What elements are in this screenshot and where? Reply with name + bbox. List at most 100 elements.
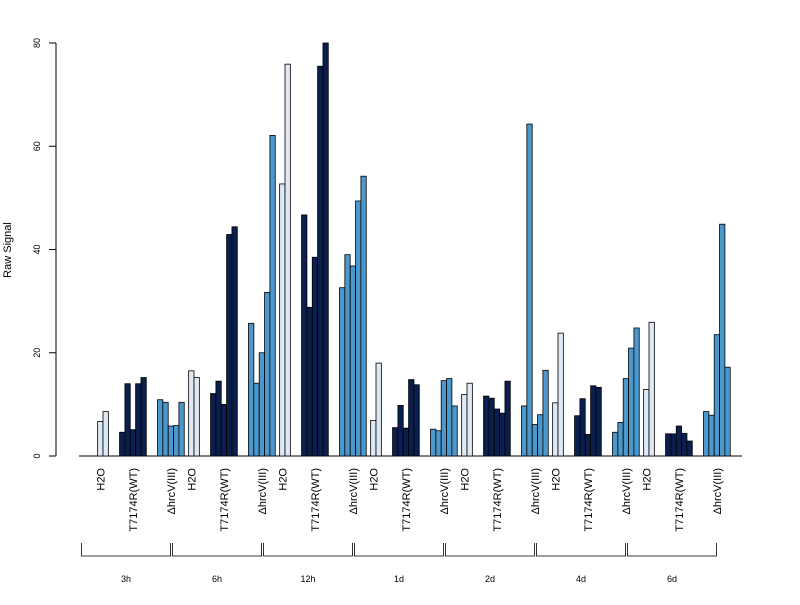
treatment-label: ΔhrcV(III) [348, 468, 360, 514]
treatment-label: T7174R(WT) [583, 468, 595, 532]
bar [253, 382, 260, 457]
bar [648, 321, 655, 457]
bar [430, 428, 437, 457]
x-axis-labels: H2O T7174R(WT) ΔhrcV(III) H2O T7174R(WT) Δhrc… [95, 468, 724, 532]
bar [719, 223, 726, 457]
bar [542, 369, 549, 457]
bar [129, 429, 136, 457]
bar [617, 422, 624, 457]
time-label: 6d [667, 574, 677, 584]
bar [584, 433, 591, 457]
bar [579, 398, 586, 457]
treatment-label: T7174R(WT) [310, 468, 322, 532]
bar [724, 366, 731, 457]
y-tick-label: 20 [32, 348, 42, 358]
y-tick-label: 60 [32, 141, 42, 151]
y-tick-label: 0 [32, 453, 42, 458]
bar [557, 332, 564, 457]
bar [370, 419, 377, 457]
y-tick-label: 40 [32, 244, 42, 254]
treatment-label: ΔhrcV(III) [257, 468, 269, 514]
bar [258, 352, 265, 457]
bar [622, 378, 629, 457]
treatment-label: T7174R(WT) [401, 468, 413, 532]
bar [595, 386, 602, 457]
time-bracket [81, 543, 171, 557]
bar [440, 380, 447, 457]
bar [397, 405, 404, 457]
treatment-label: T7174R(WT) [128, 468, 140, 532]
bar [686, 440, 693, 457]
treatment-label: ΔhrcV(III) [439, 468, 451, 514]
bar [226, 234, 233, 457]
time-bracket [172, 543, 262, 557]
treatment-label: H2O [95, 468, 107, 491]
treatment-label: H2O [459, 468, 471, 491]
bar [670, 433, 677, 457]
bar [708, 414, 715, 457]
y-tick-label: 80 [32, 38, 42, 48]
bar [248, 322, 255, 457]
treatment-label: H2O [186, 468, 198, 491]
bar [231, 226, 238, 457]
bar [317, 65, 324, 457]
bar [178, 401, 185, 457]
bar [408, 379, 415, 457]
bar [375, 362, 382, 457]
bar [461, 394, 468, 457]
treatment-label: H2O [368, 468, 380, 491]
bar [537, 414, 544, 457]
treatment-label: ΔhrcV(III) [712, 468, 724, 514]
bar [322, 42, 329, 457]
bars [79, 42, 742, 457]
bar [215, 380, 222, 457]
bar [135, 383, 142, 457]
y-axis-label: Raw Signal [2, 222, 14, 278]
time-label: 12h [300, 574, 315, 584]
bar [531, 424, 538, 457]
bar [681, 432, 688, 457]
bar [279, 183, 286, 457]
y-axis: 0 20 40 60 80 [32, 38, 57, 459]
treatment-label: ΔhrcV(III) [621, 468, 633, 514]
bar [466, 382, 473, 457]
bar [590, 385, 597, 457]
treatment-label: T7174R(WT) [674, 468, 686, 532]
bar [349, 265, 356, 457]
bar [526, 123, 533, 457]
bar [665, 433, 672, 457]
bar [612, 431, 619, 457]
time-bracket [354, 543, 444, 557]
bar [451, 405, 458, 457]
time-label: 6h [212, 574, 222, 584]
time-bracket [536, 543, 626, 557]
bar [306, 306, 313, 457]
bar [157, 399, 164, 457]
bar [360, 175, 367, 457]
bar [119, 431, 126, 457]
bar [140, 377, 147, 457]
bar [574, 415, 581, 457]
bar [284, 63, 291, 457]
bar [713, 334, 720, 457]
time-label: 1d [394, 574, 404, 584]
treatment-label: H2O [550, 468, 562, 491]
time-label: 4d [576, 574, 586, 584]
bar [446, 378, 453, 457]
bar [493, 408, 500, 457]
bar [402, 427, 409, 457]
bar [210, 393, 217, 457]
bar [193, 377, 200, 457]
treatment-label: T7174R(WT) [219, 468, 231, 532]
bar [488, 397, 495, 457]
bar [552, 402, 559, 457]
bar [167, 425, 174, 457]
bar [355, 200, 362, 457]
treatment-label: H2O [277, 468, 289, 491]
bar [173, 425, 180, 457]
bar [521, 405, 528, 457]
bar [435, 430, 442, 457]
bar [102, 411, 109, 457]
